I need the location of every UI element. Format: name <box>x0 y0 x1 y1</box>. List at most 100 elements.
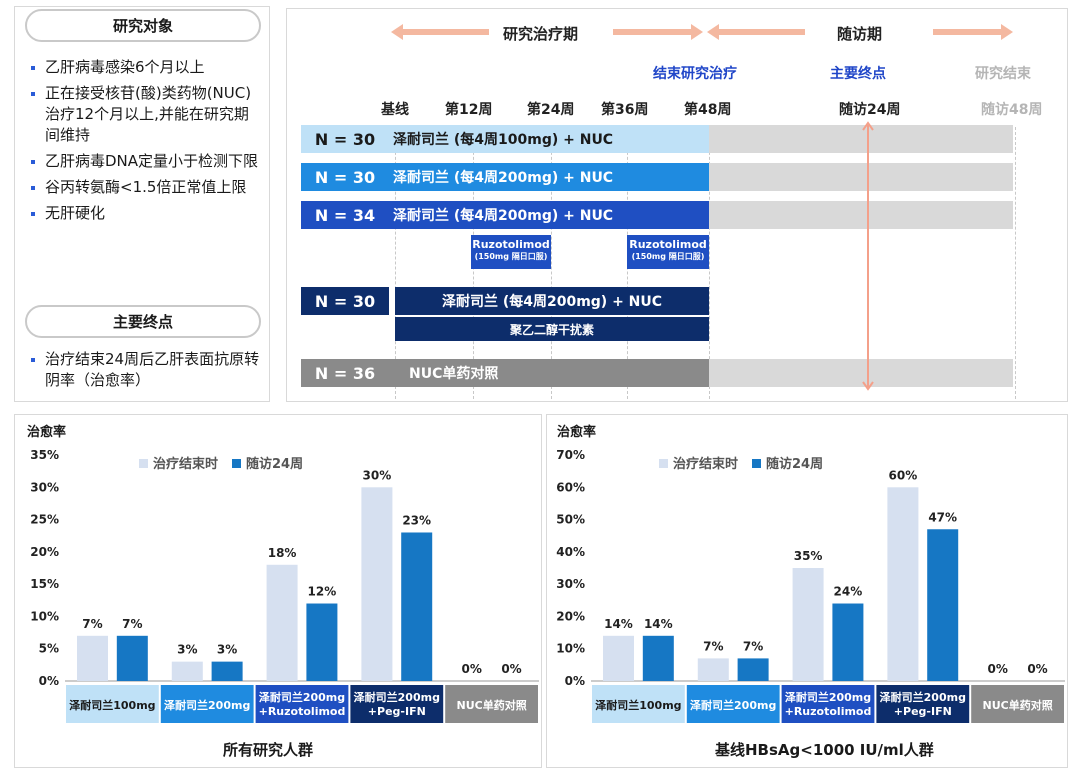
chart2-caption: 基线HBsAg<1000 IU/ml人群 <box>715 741 934 759</box>
milestone-end-treatment: 结束研究治疗 <box>653 66 737 82</box>
y-tick-label: 10% <box>30 609 59 623</box>
endpoint-list: 治疗结束24周后乙肝表面抗原转阴率（治愈率） <box>27 349 263 396</box>
arm1-n: N = 30 <box>301 125 389 153</box>
data-label: 7% <box>743 639 763 653</box>
data-label: 18% <box>268 546 297 560</box>
y-tick-label: 50% <box>556 513 585 527</box>
category-label: +Peg-IFN <box>368 705 426 718</box>
category-box <box>971 685 1064 723</box>
data-label: 0% <box>462 662 482 676</box>
tick-followup24: 随访24周 <box>839 102 901 118</box>
chart2-legend: 治疗结束时 随访24周 <box>659 453 823 472</box>
category-label: 泽耐司兰100mg <box>69 698 155 712</box>
bar <box>211 661 243 681</box>
bar <box>171 661 203 681</box>
bar <box>76 635 108 681</box>
category-label: 泽耐司兰200mg <box>164 698 250 712</box>
arm3-n: N = 34 <box>301 201 389 229</box>
y-tick-label: 0% <box>565 674 585 688</box>
category-label: 泽耐司兰200mg <box>690 698 776 712</box>
endpoint-item: 治疗结束24周后乙肝表面抗原转阴率（治愈率） <box>27 349 263 391</box>
arm3-bar: 泽耐司兰 (每4周200mg) + NUC <box>389 201 709 229</box>
data-label: 14% <box>604 617 633 631</box>
endpoint-marker-icon <box>862 121 874 391</box>
chart2-ylabel: 治愈率 <box>557 425 597 440</box>
data-label: 7% <box>703 639 723 653</box>
arm5-bar: NUC单药对照 <box>389 359 709 387</box>
data-label: 60% <box>889 468 918 482</box>
chart1-ylabel: 治愈率 <box>27 425 67 440</box>
y-tick-label: 10% <box>556 642 585 656</box>
legend-swatch <box>752 459 762 468</box>
gridline <box>395 127 396 399</box>
tick-week24: 第24周 <box>527 102 575 118</box>
endpoint-title: 主要终点 <box>25 305 261 338</box>
legend-swatch <box>659 459 668 468</box>
arrow-right-icon <box>933 24 1013 40</box>
data-label: 23% <box>402 513 431 527</box>
data-label: 47% <box>928 510 957 524</box>
data-label: 24% <box>834 585 863 599</box>
criteria-list: 乙肝病毒感染6个月以上 正在接受核苷(酸)类药物(NUC)治疗12个月以上,并能… <box>27 57 263 229</box>
chart-low-hbsag-population: 治愈率 治疗结束时 随访24周 0% 10% 20% 30% 40% 50% 60% 70% 1… <box>546 414 1068 768</box>
arm4-bar: 泽耐司兰 (每4周200mg) + NUC <box>395 287 709 315</box>
gridline <box>551 127 552 399</box>
category-label: 泽耐司兰200mg <box>354 690 440 704</box>
arm2-bar: 泽耐司兰 (每4周200mg) + NUC <box>389 163 709 191</box>
ruzotolimod-dose: (150mg 隔日口服) <box>474 252 548 261</box>
data-label: 7% <box>82 617 102 631</box>
data-label: 0% <box>1027 662 1047 676</box>
data-label: 12% <box>308 585 337 599</box>
data-label: 35% <box>794 549 823 563</box>
chart2-plot: 0% 10% 20% 30% 40% 50% 60% 70% 14% 14% 泽耐司兰100mg 7%… <box>556 448 1065 723</box>
y-tick-label: 40% <box>556 545 585 559</box>
data-label: 3% <box>177 643 197 657</box>
phase-followup-label: 随访期 <box>837 25 883 43</box>
y-tick-label: 60% <box>556 480 585 494</box>
bar <box>792 568 824 681</box>
bar <box>401 532 433 681</box>
peg-ifn-bar: 聚乙二醇干扰素 <box>395 317 709 341</box>
category-label: +Ruzotolimod <box>785 705 872 718</box>
arm5-n: N = 36 <box>301 359 389 387</box>
legend-swatch <box>139 459 148 468</box>
category-label: +Ruzotolimod <box>259 705 346 718</box>
criteria-item: 谷丙转氨酶<1.5倍正常值上限 <box>27 177 263 198</box>
category-box <box>66 685 159 723</box>
ruzotolimod-dose: (150mg 隔日口服) <box>631 252 705 261</box>
gridline <box>709 127 710 399</box>
arrow-right-icon <box>613 24 703 40</box>
arm3-followup <box>709 201 1013 229</box>
chart1-caption: 所有研究人群 <box>223 741 314 759</box>
bar <box>697 658 729 681</box>
arm2-followup <box>709 163 1013 191</box>
y-tick-label: 15% <box>30 577 59 591</box>
chart1-legend: 治疗结束时 随访24周 <box>139 453 303 472</box>
tick-followup48: 随访48周 <box>981 102 1043 118</box>
bar <box>832 603 864 681</box>
y-tick-label: 30% <box>30 480 59 494</box>
legend-item: 随访24周 <box>752 453 823 472</box>
category-label: +Peg-IFN <box>894 705 952 718</box>
ruzotolimod-box-1: Ruzotolimod (150mg 隔日口服) <box>471 235 551 269</box>
bar <box>361 487 393 681</box>
criteria-item: 乙肝病毒感染6个月以上 <box>27 57 263 78</box>
data-label: 7% <box>122 617 142 631</box>
legend-label: 治疗结束时 <box>673 457 739 472</box>
legend-label: 治疗结束时 <box>153 457 219 472</box>
tick-baseline: 基线 <box>381 102 409 118</box>
subjects-title: 研究对象 <box>25 9 261 42</box>
category-label: 泽耐司兰200mg <box>259 690 345 704</box>
arrow-left-icon <box>707 24 805 40</box>
y-tick-label: 35% <box>30 448 59 462</box>
category-box <box>445 685 538 723</box>
data-label: 0% <box>501 662 521 676</box>
phase-treatment-label: 研究治疗期 <box>503 25 579 43</box>
arm4-n: N = 30 <box>301 287 389 315</box>
y-tick-label: 70% <box>556 448 585 462</box>
chart-all-population: 治愈率 治疗结束时 随访24周 0% 5% 10% 15% 20% 25% 30% 35% 7%… <box>14 414 542 768</box>
data-label: 14% <box>644 617 673 631</box>
category-label: 泽耐司兰100mg <box>595 698 681 712</box>
ruzotolimod-label: Ruzotolimod <box>472 238 550 251</box>
category-box <box>876 685 970 723</box>
